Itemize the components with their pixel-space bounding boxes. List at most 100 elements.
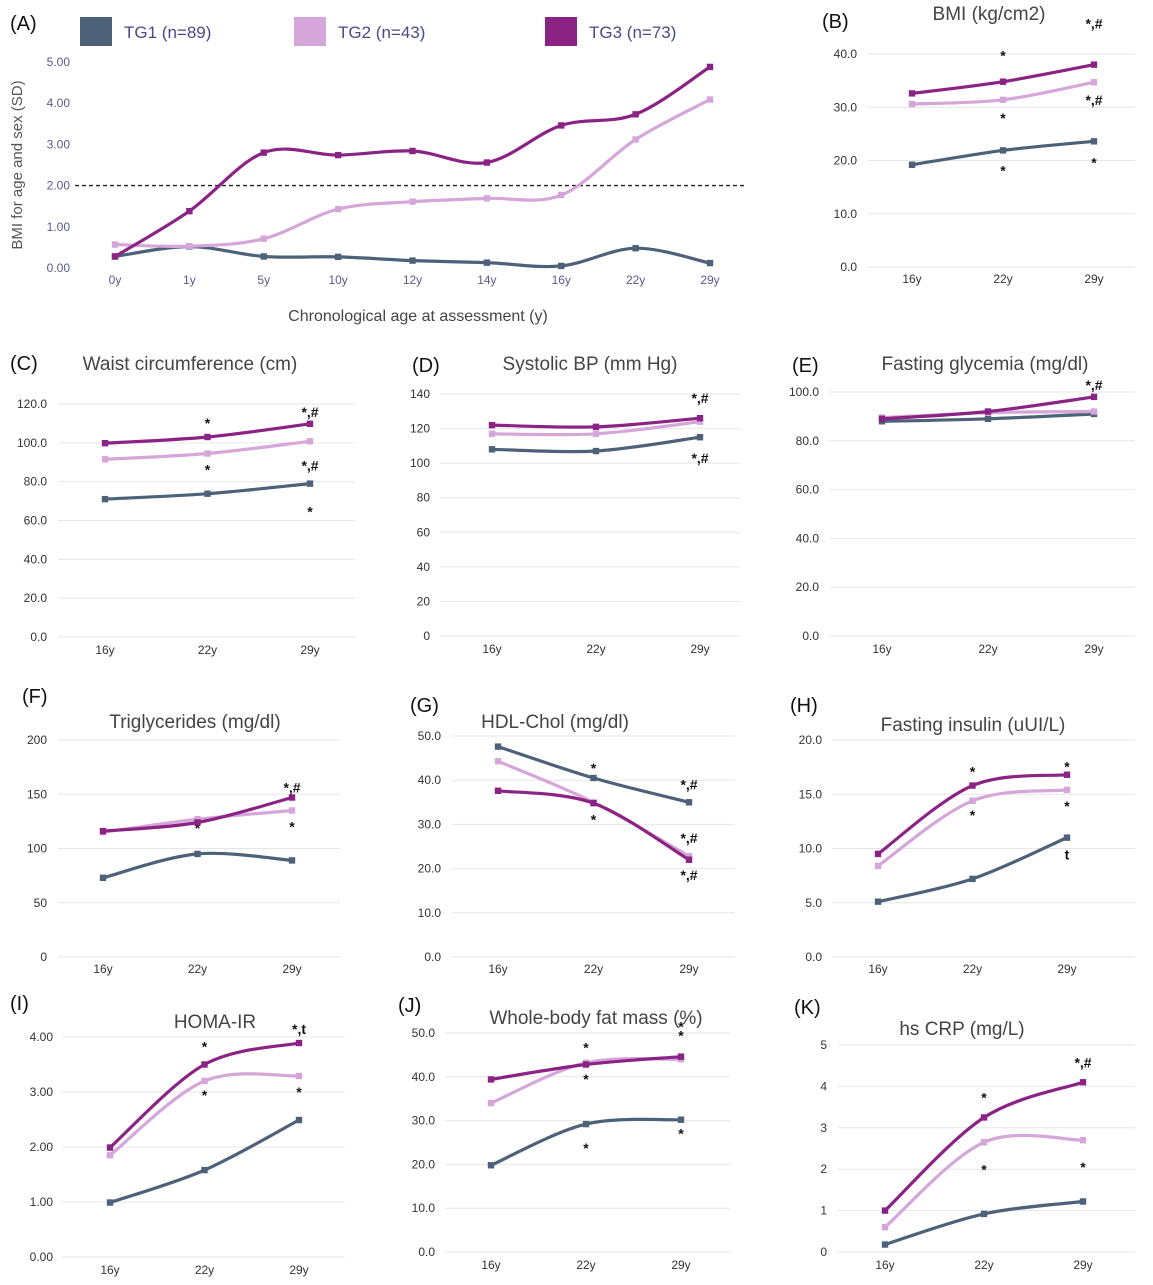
- y-tick-label: 40.0: [24, 552, 48, 566]
- significance-mark: *: [202, 1039, 208, 1055]
- data-point-tg2: [874, 862, 882, 870]
- data-point-tg3: [306, 420, 314, 428]
- significance-mark: *: [1064, 798, 1070, 814]
- x-tick-label: 16y: [95, 643, 114, 657]
- data-point-tg3: [984, 408, 992, 415]
- panel-title: BMI (kg/cm2): [933, 4, 1046, 25]
- data-point-tg2: [881, 1223, 889, 1231]
- panel-label: (D): [412, 355, 440, 377]
- data-point-tg2: [295, 1072, 303, 1080]
- data-point-tg1: [874, 898, 882, 905]
- panel-title: Fasting insulin (uUI/L): [881, 715, 1066, 736]
- panel-label: (I): [10, 993, 29, 1015]
- panel-c: (C) Waist circumference (cm) 0.0 20.0 40.0 60…: [10, 353, 355, 657]
- y-tick-label: 1: [820, 1204, 827, 1218]
- x-tick-label: 16y: [481, 1258, 500, 1272]
- data-point-tg1: [999, 147, 1007, 154]
- y-tick-label: 100: [410, 456, 430, 470]
- x-tick-label: 29y: [289, 1263, 308, 1277]
- data-point-tg1: [101, 495, 109, 503]
- significance-mark: *,#: [691, 450, 708, 466]
- legend-label-tg3: TG3 (n=73): [589, 23, 676, 42]
- significance-mark: *,#: [1085, 92, 1102, 108]
- data-point-tg3: [494, 787, 502, 795]
- data-point-tg1: [99, 874, 107, 881]
- data-point-tg3: [483, 159, 491, 166]
- x-tick-label: 16y: [100, 1263, 119, 1277]
- x-tick-label: 22y: [584, 962, 603, 976]
- y-tick-label: 20: [417, 594, 431, 608]
- significance-mark: *,#: [691, 390, 708, 406]
- panel-title: hs CRP (mg/L): [899, 1019, 1024, 1040]
- data-point-tg1: [288, 857, 296, 864]
- significance-mark: *: [1000, 48, 1006, 64]
- data-point-tg3: [1079, 1079, 1087, 1086]
- data-point-tg3: [334, 151, 342, 159]
- y-tick-label: 40.0: [796, 531, 820, 545]
- y-tick-label: 140: [410, 387, 430, 401]
- y-axis-label: BMI for age and sex (SD): [9, 80, 26, 249]
- panel-title: Whole-body fat mass (%): [489, 1008, 702, 1029]
- significance-mark: *: [1064, 759, 1070, 775]
- data-point-tg1: [1079, 1198, 1087, 1205]
- data-point-tg1: [980, 1210, 988, 1218]
- y-tick-label: 150: [27, 787, 47, 801]
- legend-label-tg2: TG2 (n=43): [338, 23, 425, 42]
- significance-mark: *,#: [1085, 377, 1102, 393]
- series-line-tg2: [113, 97, 712, 248]
- y-tick-label: 4.00: [47, 96, 71, 110]
- y-tick-label: 50.0: [418, 729, 442, 743]
- x-tick-label: 0y: [109, 273, 122, 287]
- y-tick-label: 5.00: [47, 55, 71, 69]
- y-tick-label: 3.00: [30, 1085, 54, 1099]
- data-point-tg3: [295, 1039, 303, 1047]
- y-tick-label: 0.0: [424, 950, 441, 964]
- panel-title: HDL-Chol (mg/dl): [481, 712, 629, 733]
- x-tick-label: 29y: [282, 962, 301, 976]
- y-tick-label: 5.0: [805, 896, 822, 910]
- y-tick-label: 10.0: [412, 1201, 436, 1215]
- significance-mark: *,#: [301, 457, 318, 473]
- y-tick-label: 2.00: [47, 179, 71, 193]
- data-point-tg2: [592, 430, 600, 437]
- significance-mark: *: [195, 820, 201, 836]
- data-point-tg2: [101, 456, 109, 463]
- data-point-tg3: [999, 78, 1007, 85]
- x-tick-label: 29y: [1084, 272, 1103, 286]
- series-line-tg1: [108, 1118, 301, 1205]
- data-point-tg2: [908, 100, 916, 108]
- x-tick-label: 16y: [552, 273, 571, 287]
- significance-mark: *: [970, 764, 976, 780]
- x-tick-label: 22y: [963, 962, 982, 976]
- data-point-tg1: [106, 1199, 114, 1206]
- panel-title: Waist circumference (cm): [83, 354, 298, 375]
- data-point-tg1: [260, 253, 267, 260]
- data-point-tg3: [908, 90, 916, 97]
- data-point-tg3: [409, 147, 416, 155]
- x-tick-label: 29y: [671, 1258, 690, 1272]
- data-point-tg2: [999, 96, 1007, 103]
- x-tick-label: 16y: [902, 272, 921, 286]
- x-tick-label: 29y: [679, 962, 698, 976]
- data-point-tg3: [881, 1207, 889, 1214]
- data-point-tg1: [194, 850, 201, 858]
- data-point-tg1: [558, 262, 565, 270]
- y-tick-label: 0.00: [47, 261, 71, 275]
- data-point-tg3: [590, 799, 597, 807]
- data-point-tg1: [969, 875, 976, 883]
- x-tick-label: 29y: [690, 642, 709, 656]
- y-tick-label: 0.0: [418, 1245, 435, 1259]
- data-point-tg2: [1063, 786, 1071, 794]
- data-point-tg3: [980, 1114, 988, 1121]
- panel-label: (A): [10, 13, 37, 35]
- y-tick-label: 3.00: [47, 137, 71, 151]
- significance-mark: *: [1000, 110, 1006, 126]
- panel-title: Fasting glycemia (mg/dl): [882, 354, 1089, 375]
- y-tick-label: 20.0: [412, 1157, 436, 1171]
- y-tick-label: 0.0: [805, 950, 822, 964]
- significance-mark: *,#: [680, 830, 697, 846]
- data-point-tg3: [194, 819, 201, 826]
- data-point-tg2: [260, 235, 267, 242]
- x-tick-label: 14y: [477, 273, 496, 287]
